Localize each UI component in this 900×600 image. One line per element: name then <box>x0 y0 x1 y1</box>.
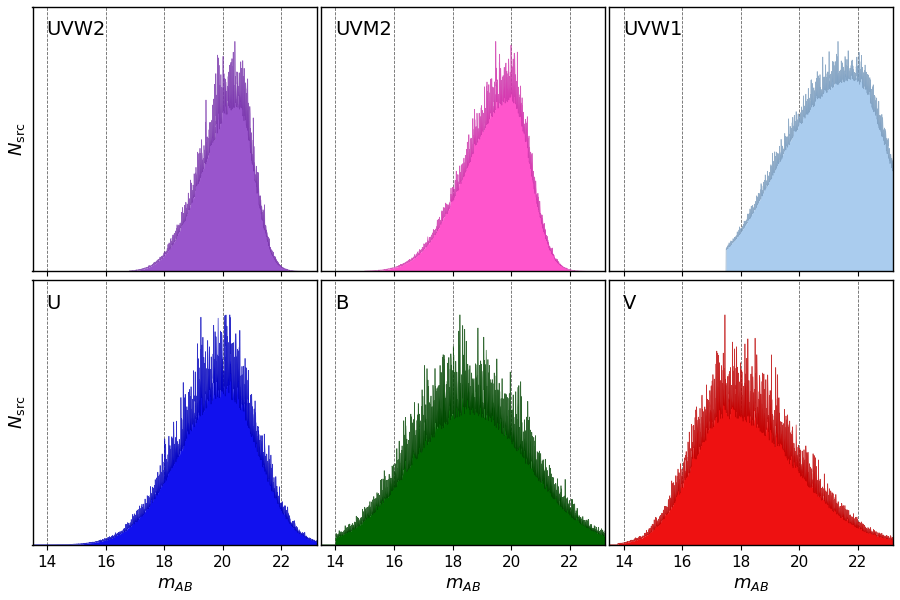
Text: U: U <box>47 293 61 313</box>
Text: UVW2: UVW2 <box>47 20 106 39</box>
X-axis label: $m_{AB}$: $m_{AB}$ <box>157 575 193 593</box>
Text: UVW1: UVW1 <box>623 20 682 39</box>
Text: B: B <box>335 293 348 313</box>
Text: UVM2: UVM2 <box>335 20 392 39</box>
Y-axis label: $N_{\rm src}$: $N_{\rm src}$ <box>7 122 27 156</box>
Y-axis label: $N_{\rm src}$: $N_{\rm src}$ <box>7 396 27 429</box>
X-axis label: $m_{AB}$: $m_{AB}$ <box>445 575 481 593</box>
Text: V: V <box>623 293 636 313</box>
X-axis label: $m_{AB}$: $m_{AB}$ <box>733 575 769 593</box>
